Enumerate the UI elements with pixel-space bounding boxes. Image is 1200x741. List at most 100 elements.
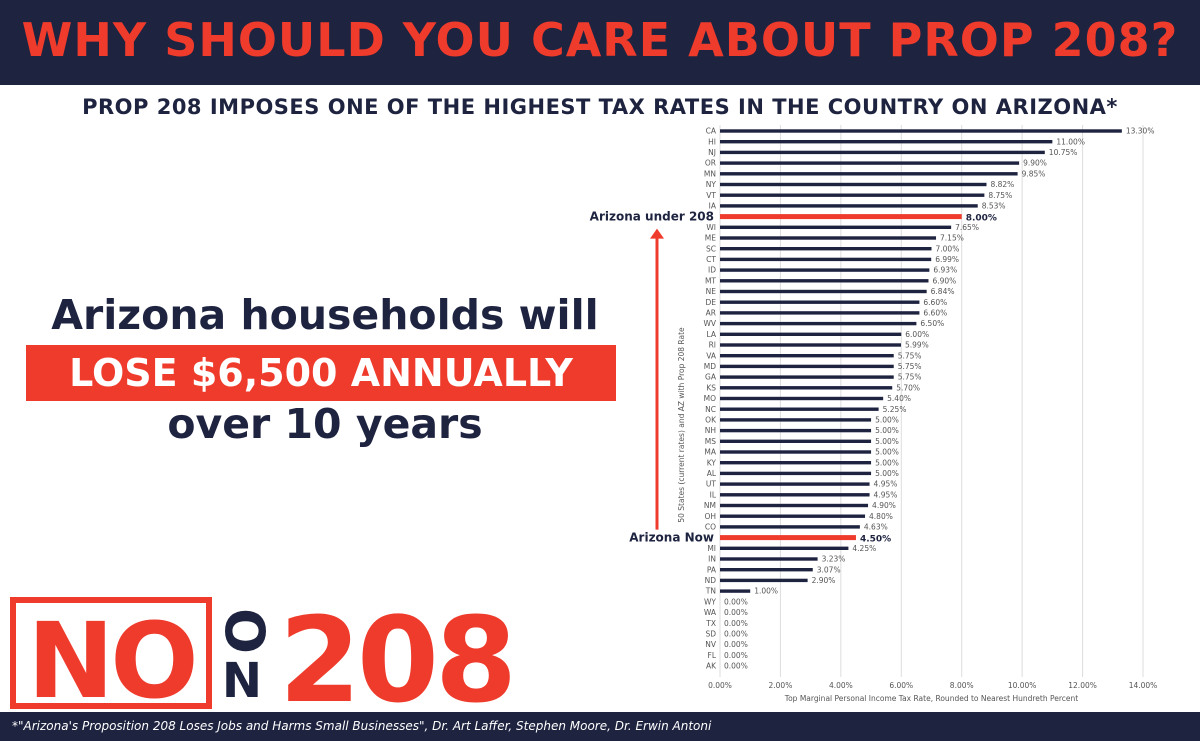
data-label: 0.00% <box>724 640 748 649</box>
category-label: NY <box>706 180 717 189</box>
data-label: 5.75% <box>898 351 922 360</box>
chart-gridlines <box>719 125 1144 677</box>
highlight-category-label: Arizona under 208 <box>590 210 714 224</box>
logo-on-n: N <box>222 653 262 709</box>
category-label: CT <box>706 255 716 264</box>
bar <box>720 279 929 283</box>
bar <box>720 364 894 369</box>
x-tick-label: 0.00% <box>708 681 732 690</box>
category-label: NE <box>706 287 717 296</box>
data-label: 0.00% <box>724 608 748 617</box>
bar <box>720 535 856 541</box>
x-tick-label: 12.00% <box>1068 681 1097 690</box>
bar <box>720 289 927 294</box>
category-label: OK <box>705 416 717 425</box>
data-label: 5.75% <box>898 362 922 371</box>
bar <box>720 514 866 518</box>
category-label: FL <box>708 651 717 660</box>
category-label: NJ <box>708 148 716 157</box>
category-label: WA <box>704 608 717 617</box>
data-label: 4.95% <box>874 480 898 489</box>
data-label: 0.00% <box>724 597 748 606</box>
bar <box>720 439 872 443</box>
logo-208: 208 <box>279 597 513 709</box>
category-label: ME <box>705 234 716 243</box>
y-axis-label: 50 States (current rates) and AZ with Pr… <box>677 327 686 523</box>
data-label: 8.75% <box>988 191 1012 200</box>
category-label: UT <box>706 480 716 489</box>
bar <box>720 546 849 550</box>
data-label: 8.00% <box>966 213 997 223</box>
bar <box>720 557 818 561</box>
data-label: 9.90% <box>1023 159 1047 168</box>
bar <box>720 268 930 272</box>
bar <box>720 568 813 572</box>
category-label: KY <box>707 458 717 467</box>
category-label: RI <box>709 341 716 350</box>
data-label: 6.90% <box>932 276 956 285</box>
data-label: 6.99% <box>935 255 959 264</box>
data-label: 0.00% <box>724 662 748 671</box>
data-label: 2.90% <box>812 576 836 585</box>
bar <box>720 193 985 197</box>
category-label: NV <box>705 640 717 649</box>
data-label: 6.50% <box>920 319 944 328</box>
data-label: 5.99% <box>905 341 929 350</box>
x-tick-label: 10.00% <box>1008 681 1037 690</box>
bar <box>720 354 894 358</box>
category-label: MN <box>704 169 716 178</box>
data-label: 7.00% <box>936 244 960 253</box>
bar <box>720 182 987 187</box>
category-label: GA <box>705 373 717 382</box>
category-label: MA <box>704 448 716 457</box>
data-label: 9.85% <box>1022 169 1046 178</box>
data-label: 3.23% <box>822 555 846 564</box>
page-title: WHY SHOULD YOU CARE ABOUT PROP 208? <box>21 13 1179 67</box>
category-label: VT <box>706 191 716 200</box>
bar <box>720 172 1018 176</box>
bar <box>720 493 870 497</box>
bar <box>720 247 932 251</box>
data-label: 4.80% <box>869 512 893 521</box>
category-label: AK <box>706 662 717 671</box>
data-label: 13.30% <box>1126 127 1155 136</box>
category-label: NM <box>704 501 716 510</box>
category-label: SC <box>706 244 716 253</box>
logo-on-o: O <box>213 608 276 654</box>
data-label: 5.00% <box>875 426 899 435</box>
bar <box>720 578 808 583</box>
category-label: SD <box>705 630 716 639</box>
data-label: 5.25% <box>883 405 907 414</box>
bar <box>720 236 937 240</box>
category-label: TX <box>705 619 716 628</box>
bar <box>720 482 870 486</box>
data-label: 0.00% <box>724 651 748 660</box>
bar <box>720 396 884 401</box>
footer-bar: *"Arizona's Proposition 208 Loses Jobs a… <box>0 712 1200 741</box>
bar <box>720 471 872 476</box>
headline-line-1: Arizona households will <box>51 291 599 339</box>
data-label: 4.50% <box>860 534 891 544</box>
category-label: KS <box>706 383 716 392</box>
category-label: HI <box>708 137 716 146</box>
bar <box>720 418 872 422</box>
headline-highlight-box <box>26 345 616 401</box>
bar <box>720 150 1045 155</box>
x-axis-label: Top Marginal Personal Income Tax Rate, R… <box>784 694 1078 703</box>
category-label: TN <box>705 587 716 596</box>
bar <box>720 343 901 347</box>
data-label: 5.75% <box>898 373 922 382</box>
highlight-category-label: Arizona Now <box>629 531 714 545</box>
x-tick-label: 6.00% <box>889 681 913 690</box>
category-label: CA <box>706 127 717 136</box>
header-banner: WHY SHOULD YOU CARE ABOUT PROP 208? <box>0 0 1200 85</box>
logo-white-panel <box>16 603 206 703</box>
bar <box>720 300 920 304</box>
data-label: 6.60% <box>923 298 947 307</box>
bar <box>720 428 872 433</box>
data-label: 7.65% <box>955 223 979 232</box>
category-label: IA <box>709 202 717 211</box>
category-label: MI <box>707 544 716 553</box>
category-label: DE <box>705 298 716 307</box>
category-label: PA <box>707 565 717 574</box>
